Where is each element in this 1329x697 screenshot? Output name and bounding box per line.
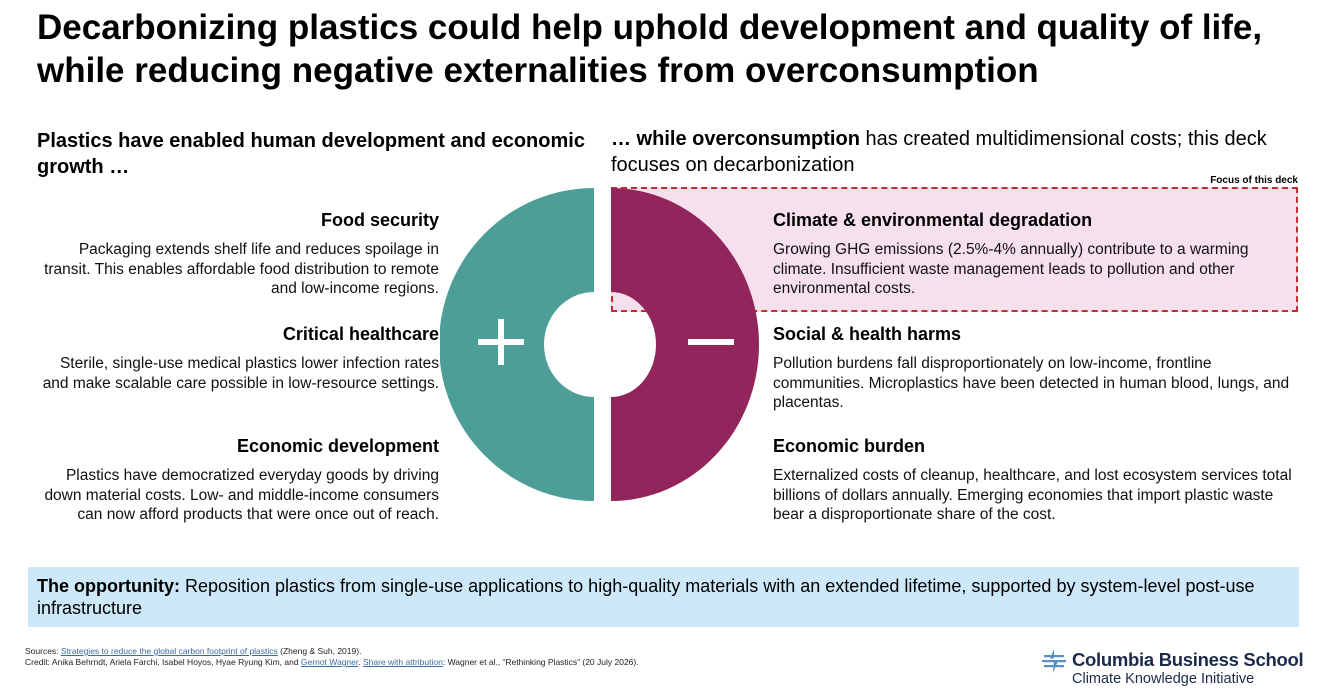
benefit-heading: Economic development: [236, 436, 439, 456]
credit-prefix: Credit: Anika Behrndt, Ariela Farchi, Is…: [25, 657, 301, 667]
cost-heading: Economic burden: [773, 436, 926, 456]
sources-link[interactable]: Strategies to reduce the global carbon f…: [60, 646, 278, 656]
share-link[interactable]: Share with attribution: [362, 657, 443, 667]
columbia-crown-icon: [1042, 649, 1066, 673]
benefit-critical-healthcare: Critical healthcare Sterile, single-use …: [40, 323, 439, 393]
opportunity-text: Reposition plastics from single-use appl…: [37, 576, 1255, 618]
plus-icon: [478, 319, 524, 365]
opportunity-label: The opportunity:: [37, 576, 180, 596]
credit-line: Credit: Anika Behrndt, Ariela Farchi, Is…: [25, 657, 925, 668]
cost-text: Externalized costs of cleanup, healthcar…: [773, 467, 1292, 523]
sources-suffix: (Zheng & Suh, 2019).: [277, 646, 362, 656]
logo-name: Columbia Business School: [1072, 649, 1304, 670]
focus-label: Focus of this deck: [1210, 175, 1298, 186]
right-column-heading: … while overconsumption has created mult…: [611, 126, 1311, 178]
logo-subtitle: Climate Knowledge Initiative: [1072, 671, 1255, 687]
cost-economic-burden: Economic burden Externalized costs of cl…: [773, 435, 1301, 525]
columbia-business-school-logo: Columbia Business School Climate Knowled…: [1040, 646, 1310, 690]
plus-minus-donut: [440, 188, 759, 501]
cost-heading: Social & health harms: [773, 324, 962, 344]
benefit-food-security: Food security Packaging extends shelf li…: [40, 209, 439, 299]
credit-suffix: : Wagner et al., “Rethinking Plastics” (…: [442, 657, 639, 667]
right-heading-bold: … while overconsumption: [611, 128, 860, 150]
benefit-heading: Critical healthcare: [282, 324, 439, 344]
credit-mid: .: [358, 657, 363, 667]
slide-title: Decarbonizing plastics could help uphold…: [37, 8, 1263, 90]
cost-social-health-harms: Social & health harms Pollution burdens …: [773, 323, 1301, 413]
sources-footer: Sources: Strategies to reduce the global…: [25, 646, 925, 668]
benefit-heading: Food security: [320, 210, 439, 230]
author-link[interactable]: Gernot Wagner: [300, 657, 359, 667]
opportunity-banner: The opportunity: Reposition plastics fro…: [28, 567, 1299, 627]
sources-line: Sources: Strategies to reduce the global…: [25, 646, 925, 657]
minus-icon: [688, 339, 734, 345]
donut-right-half: [611, 188, 759, 501]
cost-heading: Climate & environmental degradation: [773, 210, 1093, 230]
benefit-text: Packaging extends shelf life and reduces…: [44, 241, 439, 297]
cost-text: Growing GHG emissions (2.5%-4% annually)…: [773, 241, 1249, 297]
sources-prefix: Sources:: [25, 646, 61, 656]
benefit-text: Plastics have democratized everyday good…: [44, 467, 439, 523]
right-heading-rest: has created multidimensional costs; this…: [611, 128, 1267, 176]
benefit-economic-development: Economic development Plastics have democ…: [40, 435, 439, 525]
cost-text: Pollution burdens fall disproportionatel…: [773, 355, 1290, 411]
benefit-text: Sterile, single-use medical plastics low…: [42, 355, 439, 392]
cost-climate-degradation: Climate & environmental degradation Grow…: [773, 209, 1301, 299]
left-column-heading: Plastics have enabled human development …: [37, 130, 585, 178]
